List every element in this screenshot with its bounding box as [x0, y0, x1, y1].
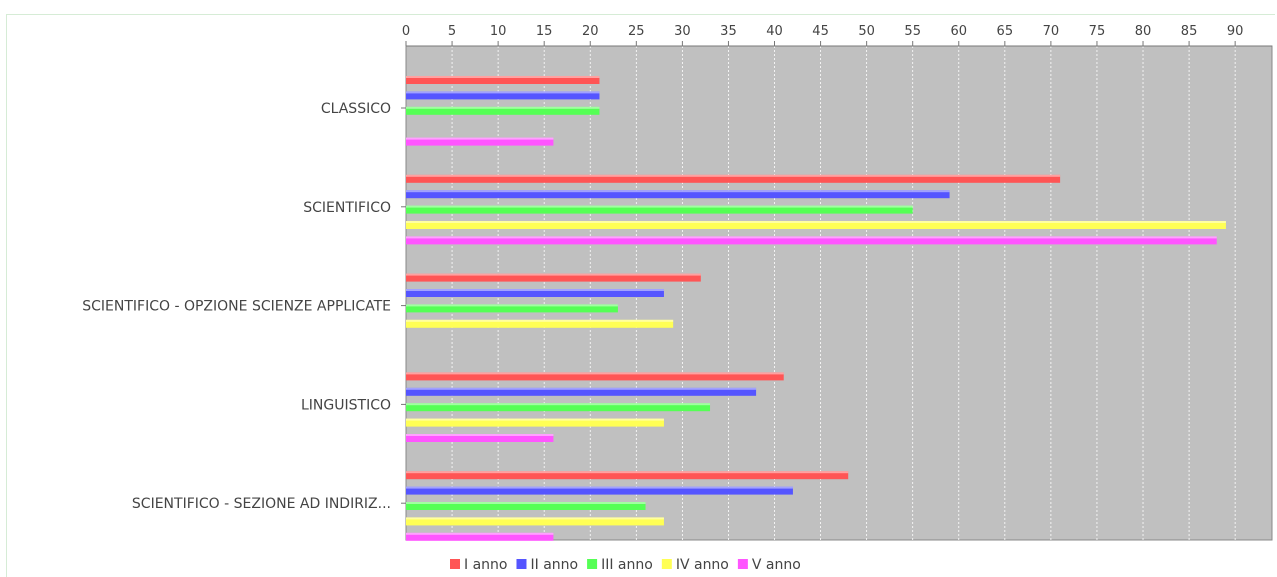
x-tick-label: 0	[402, 24, 410, 39]
bar	[406, 190, 950, 199]
legend-swatch	[450, 559, 460, 569]
bar	[406, 532, 554, 541]
bar-highlight	[406, 106, 600, 109]
x-tick-label: 30	[674, 24, 691, 39]
bar-highlight	[406, 236, 1217, 239]
legend-swatch	[516, 559, 527, 569]
bar	[406, 403, 711, 412]
bar-highlight	[406, 486, 793, 489]
bar-highlight	[406, 502, 646, 504]
bar-highlight	[406, 372, 784, 375]
x-tick-label: 15	[536, 24, 553, 39]
bar-highlight	[406, 174, 1061, 177]
category-label: CLASSICO	[321, 101, 391, 117]
x-tick-label: 40	[766, 24, 783, 39]
bar-highlight	[406, 76, 600, 78]
bar-highlight	[406, 137, 554, 140]
x-tick-label: 45	[812, 24, 829, 39]
bar	[406, 517, 664, 526]
chart-frame	[6, 14, 1275, 577]
bar	[406, 236, 1217, 245]
x-tick-label: 25	[628, 24, 645, 39]
bar	[406, 289, 664, 297]
category-label: SCIENTIFICO	[303, 200, 391, 216]
x-tick-label: 70	[1043, 24, 1060, 39]
x-tick-label: 20	[582, 24, 599, 39]
category-label: LINGUISTICO	[301, 397, 391, 413]
bar-highlight	[406, 221, 1226, 223]
legend-label: IV anno	[676, 557, 729, 573]
x-tick-label: 85	[1181, 24, 1198, 39]
bar	[406, 304, 618, 313]
bar-highlight	[406, 91, 600, 94]
bar-highlight	[406, 319, 674, 322]
bar	[406, 486, 793, 495]
category-label: SCIENTIFICO - OPZIONE SCIENZE APPLICATE	[82, 299, 391, 315]
bar	[406, 273, 701, 282]
legend-swatch	[661, 559, 672, 569]
bar	[406, 221, 1226, 229]
legend-label: V anno	[752, 557, 801, 573]
legend-swatch	[587, 559, 598, 569]
bar	[406, 106, 600, 115]
x-tick-label: 65	[997, 24, 1014, 39]
bar-highlight	[406, 304, 618, 307]
bar	[406, 372, 784, 381]
bar-highlight	[406, 403, 711, 406]
x-tick-label: 75	[1089, 24, 1106, 39]
bar-highlight	[406, 434, 554, 436]
x-tick-label: 55	[904, 24, 921, 39]
x-tick-label: 80	[1135, 24, 1152, 39]
bar-highlight	[406, 273, 701, 276]
x-tick-label: 50	[858, 24, 875, 39]
bar-highlight	[406, 418, 664, 421]
bar-highlight	[406, 289, 664, 291]
bar	[406, 387, 757, 396]
bar	[406, 418, 664, 427]
legend-label: II anno	[530, 557, 578, 573]
bar-highlight	[406, 532, 554, 535]
bar	[406, 137, 554, 146]
x-tick-label: 10	[490, 24, 507, 39]
bar	[406, 502, 646, 510]
legend-label: I anno	[464, 557, 507, 573]
bar-highlight	[406, 190, 950, 193]
bar-highlight	[406, 517, 664, 520]
x-tick-label: 60	[950, 24, 967, 39]
legend-swatch	[737, 559, 748, 569]
bar	[406, 76, 600, 84]
bar	[406, 205, 913, 214]
bar	[406, 174, 1061, 183]
x-tick-label: 90	[1227, 24, 1244, 39]
x-tick-label: 35	[720, 24, 737, 39]
x-tick-label: 5	[448, 24, 456, 39]
bar-highlight	[406, 387, 757, 390]
legend-label: III anno	[601, 557, 653, 573]
bar	[406, 91, 600, 100]
bar	[406, 319, 674, 328]
bar-highlight	[406, 205, 913, 208]
bar	[406, 471, 849, 480]
bar-highlight	[406, 471, 849, 474]
bar	[406, 434, 554, 442]
category-label: SCIENTIFICO - SEZIONE AD INDIRIZ...	[132, 496, 391, 512]
